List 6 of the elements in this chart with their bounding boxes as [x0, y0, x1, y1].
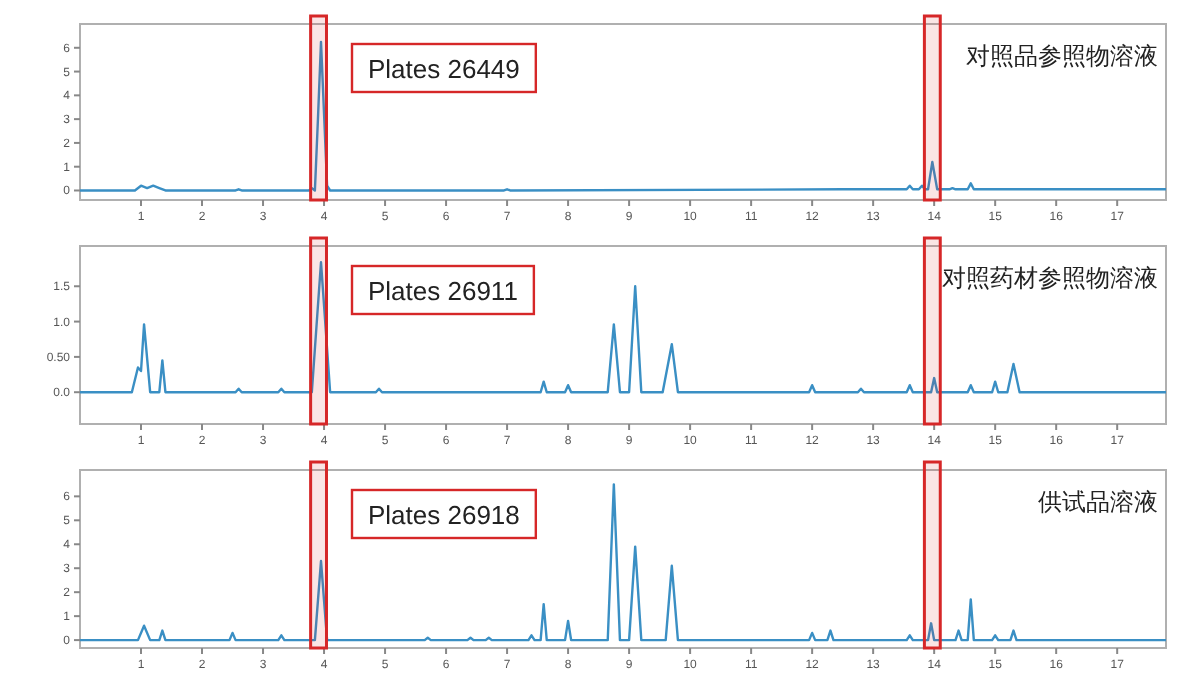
text: 对照药材参照物溶液: [942, 264, 1158, 292]
annotation: Plates 26918: [368, 500, 520, 530]
text: 对照品参照物溶液: [966, 42, 1158, 70]
text: 供试品溶液: [1038, 488, 1158, 516]
annotation: Plates 26449: [368, 54, 520, 84]
annotation: Plates 26911: [368, 276, 518, 306]
